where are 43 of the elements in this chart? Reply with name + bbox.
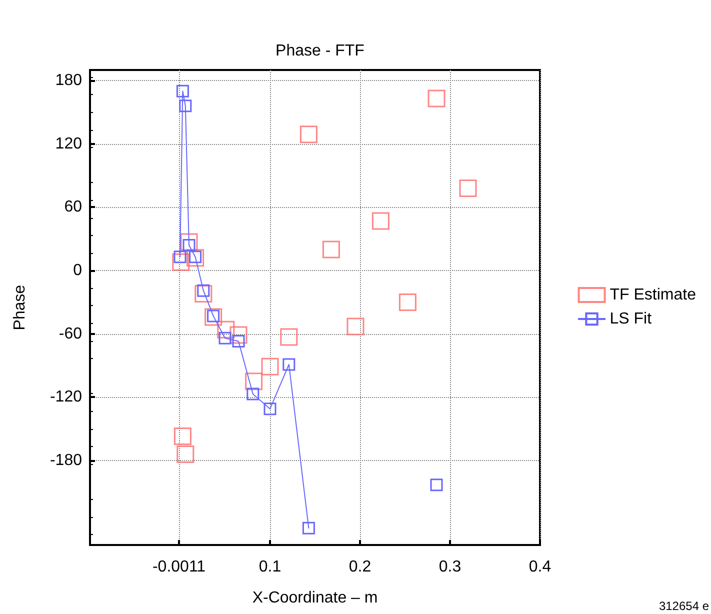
y-tick-label: 180 xyxy=(55,72,82,90)
y-tick-label: -180 xyxy=(50,452,82,470)
point xyxy=(186,249,204,267)
y-axis-title: Phase xyxy=(12,284,28,330)
point xyxy=(398,293,416,311)
point xyxy=(428,90,446,108)
point xyxy=(245,372,263,390)
point xyxy=(459,179,477,197)
x-tick-label: 0.3 xyxy=(438,558,462,576)
point xyxy=(346,318,364,336)
point xyxy=(218,332,232,344)
y-tick-label: -120 xyxy=(50,388,82,406)
x-tick-label: 0.2 xyxy=(348,558,372,576)
point xyxy=(246,388,260,400)
y-tick-label: 0 xyxy=(73,262,82,280)
point xyxy=(322,240,340,258)
y-tick-label: 60 xyxy=(64,198,82,216)
point xyxy=(179,100,192,112)
legend-label: TF Estimate xyxy=(610,286,696,304)
point xyxy=(280,328,298,346)
point xyxy=(176,84,189,98)
point xyxy=(261,358,279,376)
point xyxy=(217,320,235,338)
point xyxy=(302,522,315,534)
x-axis-title: X-Coordinate – m xyxy=(252,590,378,606)
point xyxy=(174,428,192,446)
text: 312654 e xyxy=(658,599,710,613)
x-tick-label: -0.0011 xyxy=(152,558,206,576)
point xyxy=(176,445,194,463)
point xyxy=(204,308,222,326)
point xyxy=(372,212,390,230)
chart-title: Phase - FTF xyxy=(276,42,365,60)
point xyxy=(282,358,296,371)
y-tick-label: -60 xyxy=(58,325,82,342)
x-tick-label: 0.4 xyxy=(528,558,552,576)
point xyxy=(264,402,276,416)
point xyxy=(430,478,443,492)
x-tick-label: 0.1 xyxy=(258,558,282,576)
legend-label: LS Fit xyxy=(610,310,652,328)
point xyxy=(172,253,190,271)
y-tick-label: 120 xyxy=(55,135,82,152)
point xyxy=(194,285,212,303)
point xyxy=(300,126,318,144)
